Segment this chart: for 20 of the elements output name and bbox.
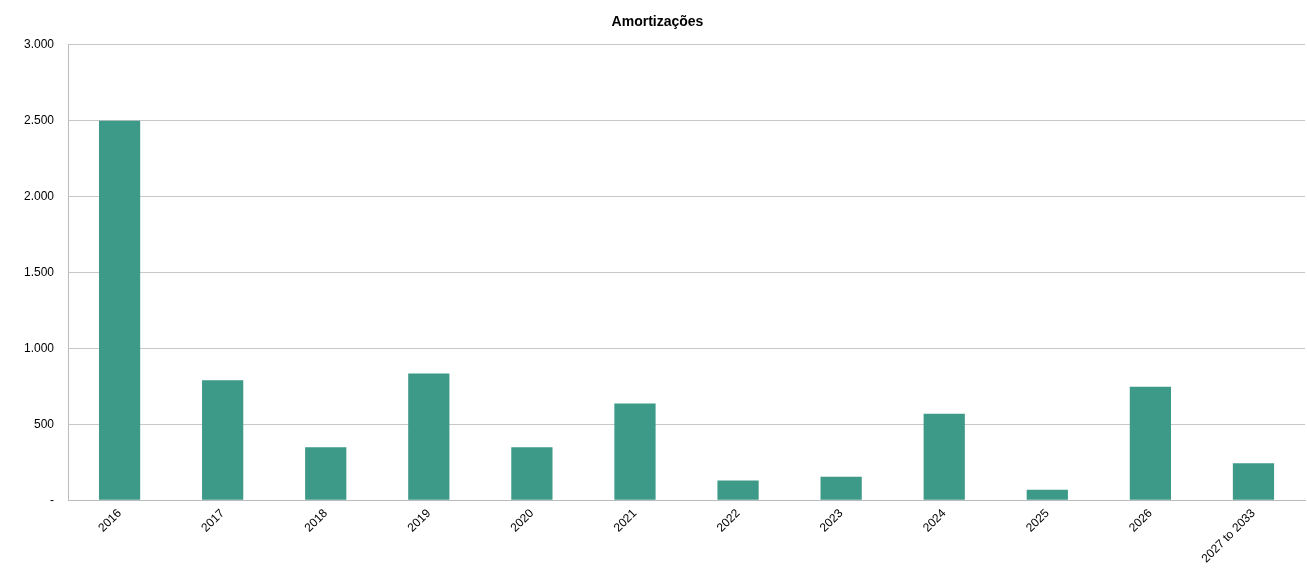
y-tick-label: 1.000 <box>24 340 55 355</box>
bar <box>98 120 141 500</box>
bar <box>614 403 656 500</box>
bar <box>820 476 862 500</box>
chart-title: Amortizações <box>611 13 704 30</box>
bar <box>511 447 553 500</box>
bar <box>1129 386 1171 500</box>
y-tick-label: 2.500 <box>24 113 55 128</box>
bar <box>408 373 450 500</box>
bar <box>1026 489 1068 500</box>
y-tick-label: - <box>50 492 55 507</box>
bar <box>1232 463 1275 500</box>
y-tick-label: 500 <box>34 416 55 431</box>
bar <box>717 480 759 500</box>
y-tick-label: 2.000 <box>24 188 55 203</box>
y-tick-label: 3.000 <box>24 37 55 52</box>
bar <box>305 447 347 500</box>
bar <box>923 413 965 500</box>
bar <box>202 380 244 500</box>
y-tick-label: 1.500 <box>24 264 55 279</box>
